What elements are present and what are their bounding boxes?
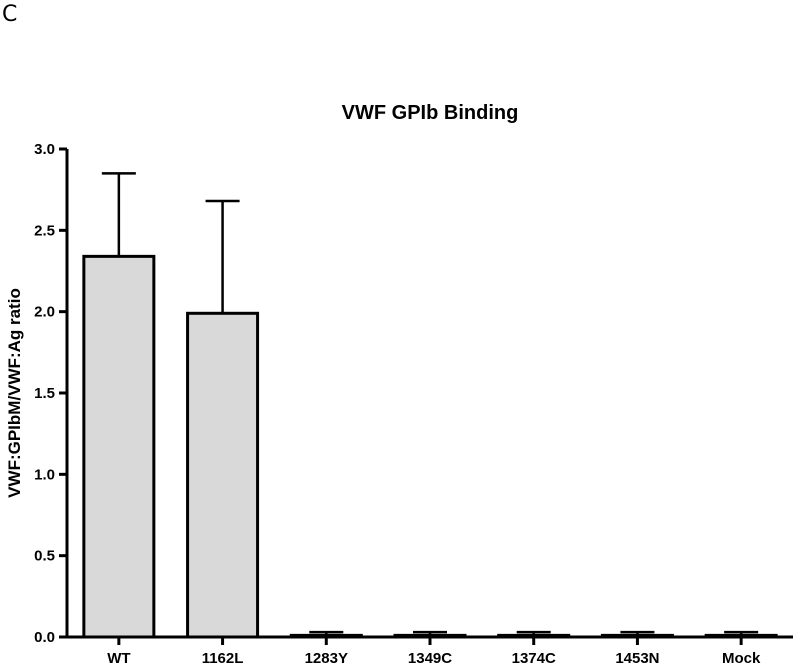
chart-title: VWF GPIb Binding	[342, 102, 519, 124]
bar-wt	[82, 254, 156, 639]
bar-1162l	[186, 311, 260, 639]
y-tick-label: 1.0	[34, 466, 55, 483]
y-tick-label: 0.0	[34, 629, 55, 646]
x-tick-label: 1453N	[615, 650, 659, 667]
plot-area: 0.0 0.5 1.0 1.5 2.0 2.5 3.0 WT 1162L 1283Y 1349C 13…	[34, 141, 793, 667]
x-tick-label: Mock	[722, 650, 761, 667]
y-tick-label: 0.5	[34, 548, 55, 565]
bar-1453n	[600, 633, 674, 639]
x-tick-label: 1374C	[512, 650, 556, 667]
bar-1349c	[393, 633, 467, 639]
bar-1283y	[289, 633, 363, 639]
y-tick-label: 2.5	[34, 222, 55, 239]
x-tick-label: 1283Y	[305, 650, 348, 667]
y-tick-label: 1.5	[34, 385, 55, 402]
x-tick-label: 1349C	[408, 650, 452, 667]
bar-mock	[704, 633, 778, 639]
y-axis-label: VWF:GPIbM/VWF:Ag ratio	[5, 288, 24, 498]
y-tick-label: 2.0	[34, 304, 55, 321]
bar-1374c	[497, 633, 571, 639]
y-tick-label: 3.0	[34, 141, 55, 158]
panel-label: C	[2, 2, 18, 27]
x-tick-label: WT	[107, 650, 130, 667]
x-tick-label: 1162L	[202, 650, 244, 667]
